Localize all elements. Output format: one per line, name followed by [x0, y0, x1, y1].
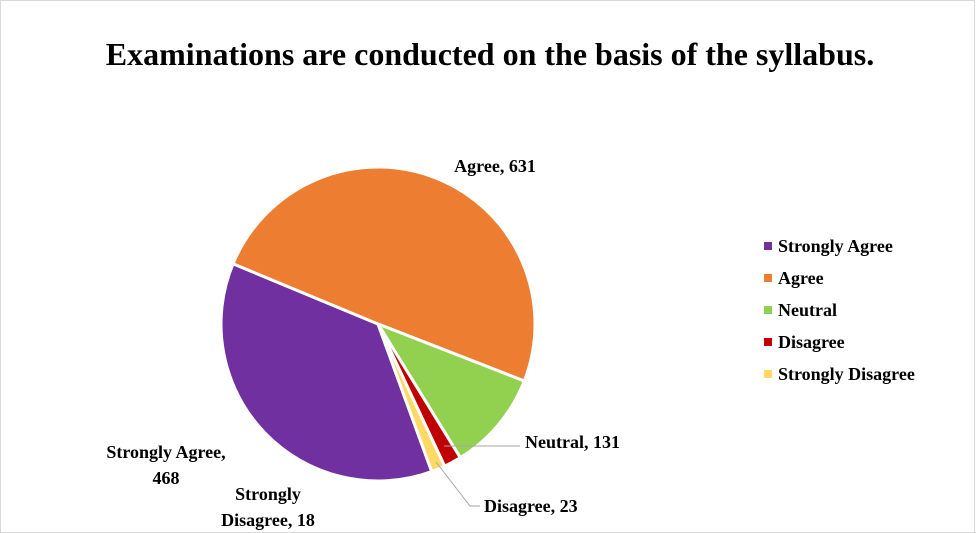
chart-legend: Strongly Agree Agree Neutral Disagree Strong… — [764, 230, 915, 390]
legend-label-strongly-agree: Strongly Agree — [778, 235, 893, 256]
slice-strongly-disagree — [376, 322, 447, 474]
legend-swatch-strongly-agree — [764, 242, 772, 250]
data-label-strongly-agree: Strongly Agree, 468 — [106, 442, 225, 488]
data-label-disagree: Disagree, 23 — [484, 496, 578, 516]
data-label-neutral: Neutral, 131 — [525, 432, 620, 452]
legend-item-strongly-disagree: Strongly Disagree — [764, 358, 915, 390]
data-label-agree: Agree, 631 — [454, 156, 536, 176]
legend-label-agree: Agree — [778, 267, 824, 288]
slice-neutral — [376, 322, 526, 460]
legend-label-strongly-disagree: Strongly Disagree — [778, 363, 915, 384]
data-label-strongly-disagree: Strongly Disagree, 18 — [221, 484, 315, 530]
legend-label-neutral: Neutral — [778, 299, 837, 320]
legend-label-disagree: Disagree — [778, 331, 845, 352]
slice-agree — [231, 165, 537, 383]
leader-line-disagree — [435, 461, 480, 507]
legend-swatch-strongly-disagree — [764, 370, 772, 378]
legend-item-strongly-agree: Strongly Agree — [764, 230, 915, 262]
legend-item-disagree: Disagree — [764, 326, 915, 358]
legend-swatch-neutral — [764, 306, 772, 314]
legend-item-neutral: Neutral — [764, 294, 915, 326]
slice-strongly-agree — [219, 262, 434, 483]
legend-swatch-disagree — [764, 338, 772, 346]
legend-swatch-agree — [764, 274, 772, 282]
legend-item-agree: Agree — [764, 262, 915, 294]
chart-title: Examinations are conducted on the basis … — [105, 36, 875, 72]
